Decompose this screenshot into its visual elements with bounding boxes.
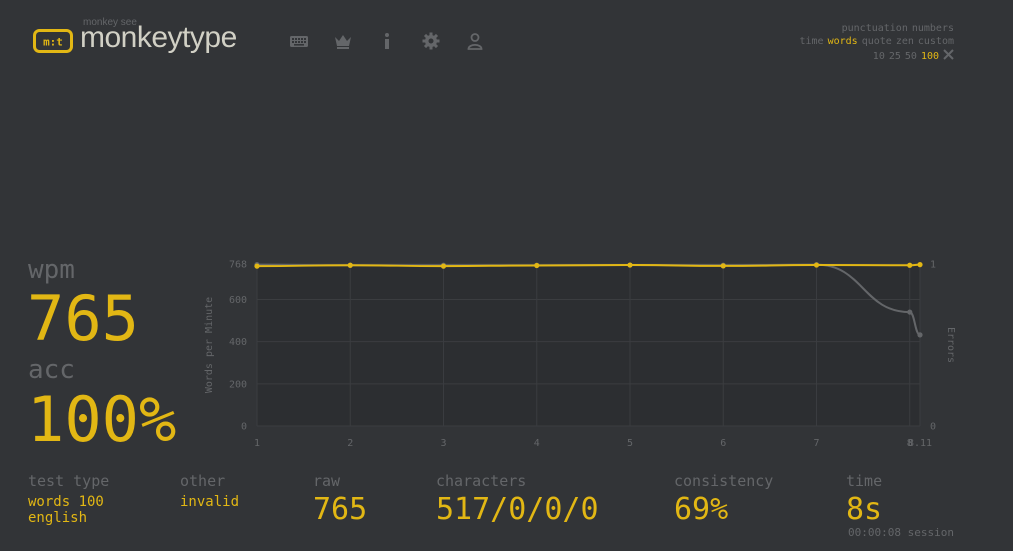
word-count-50[interactable]: 50 (904, 51, 917, 62)
session-time: 00:00:08 session (848, 526, 954, 539)
x-tick-label: 3 (440, 438, 446, 449)
wpm-label: wpm (28, 255, 75, 285)
y-tick-label: 600 (229, 295, 247, 306)
config-toggles: punctuation numbers (838, 23, 954, 34)
x-tick-label: 8.11 (908, 438, 932, 449)
word-count-100[interactable]: 100 (920, 51, 939, 62)
wpm-point (813, 262, 820, 268)
consistency-value: 69% (674, 492, 729, 527)
wpm-point (254, 263, 260, 269)
tools-icon[interactable] (943, 49, 954, 62)
x-tick-label: 4 (534, 438, 540, 449)
wpm-point (720, 263, 726, 269)
config-modes: time words quote zen custom (796, 36, 955, 47)
mode-custom[interactable]: custom (917, 36, 954, 47)
x-tick-label: 5 (627, 438, 633, 449)
wpm-point (534, 262, 540, 269)
chart-plot-area (257, 264, 920, 426)
characters-label: characters (436, 472, 527, 490)
mode-time[interactable]: time (799, 36, 824, 47)
test-type-label: test type (28, 472, 110, 490)
punctuation-toggle[interactable]: punctuation (841, 23, 908, 34)
account-icon[interactable] (465, 31, 485, 51)
wpm-line (256, 263, 921, 268)
wpm-value: 765 (27, 282, 139, 355)
y-tick-label: 768 (229, 260, 247, 271)
numbers-toggle[interactable]: numbers (911, 23, 954, 34)
config-word-counts: 10 25 50 100 (869, 49, 954, 62)
y-tick-label: 400 (229, 337, 247, 348)
keyboard-logo-icon[interactable]: m:t (33, 29, 73, 53)
y2-tick-label: 0 (930, 422, 936, 433)
y-tick-label: 200 (229, 379, 247, 390)
raw-value: 765 (313, 492, 368, 527)
info-icon[interactable] (377, 31, 397, 51)
wpm-point (627, 262, 633, 268)
other-value: invalid (180, 494, 240, 510)
x-tick-label: 1 (254, 438, 260, 449)
wpm-point (917, 262, 923, 268)
word-count-25[interactable]: 25 (888, 51, 901, 62)
y-tick-label: 0 (241, 422, 247, 433)
word-count-10[interactable]: 10 (872, 51, 885, 62)
raw-point (907, 309, 913, 315)
keyboard-icon[interactable] (289, 31, 309, 51)
acc-label: acc (28, 355, 75, 385)
x-tick-label: 8 (907, 438, 913, 449)
characters-value: 517/0/0/0 (436, 492, 599, 527)
raw-point (917, 332, 923, 338)
acc-value: 100% (27, 383, 177, 456)
test-type-line1: words 100 (28, 494, 104, 510)
mode-quote[interactable]: quote (861, 36, 892, 47)
raw-label: raw (313, 472, 341, 490)
x-tick-label: 6 (720, 438, 726, 449)
logo-title[interactable]: monkeytype (80, 21, 237, 54)
wpm-point (907, 262, 913, 268)
x-tick-label: 2 (347, 438, 353, 449)
time-value: 8s (846, 492, 883, 527)
wpm-point (347, 262, 353, 268)
test-type-value: words 100 english (28, 494, 104, 526)
y2-tick-label: 1 (930, 260, 936, 271)
x-tick-label: 7 (813, 438, 819, 449)
y2-axis-title: Errors (945, 327, 956, 363)
mode-zen[interactable]: zen (895, 36, 914, 47)
wpm-point (440, 263, 447, 269)
logo-subtitle: monkey see (83, 17, 137, 28)
y-axis-title: Words per Minute (204, 297, 215, 393)
time-label: time (846, 472, 883, 490)
svg-text:m:t: m:t (43, 36, 63, 49)
test-type-line2: english (28, 510, 88, 526)
mode-words[interactable]: words (827, 36, 858, 47)
consistency-label: consistency (674, 472, 774, 490)
other-label: other (180, 472, 226, 490)
crown-icon[interactable] (333, 31, 353, 51)
settings-icon[interactable] (421, 31, 441, 51)
